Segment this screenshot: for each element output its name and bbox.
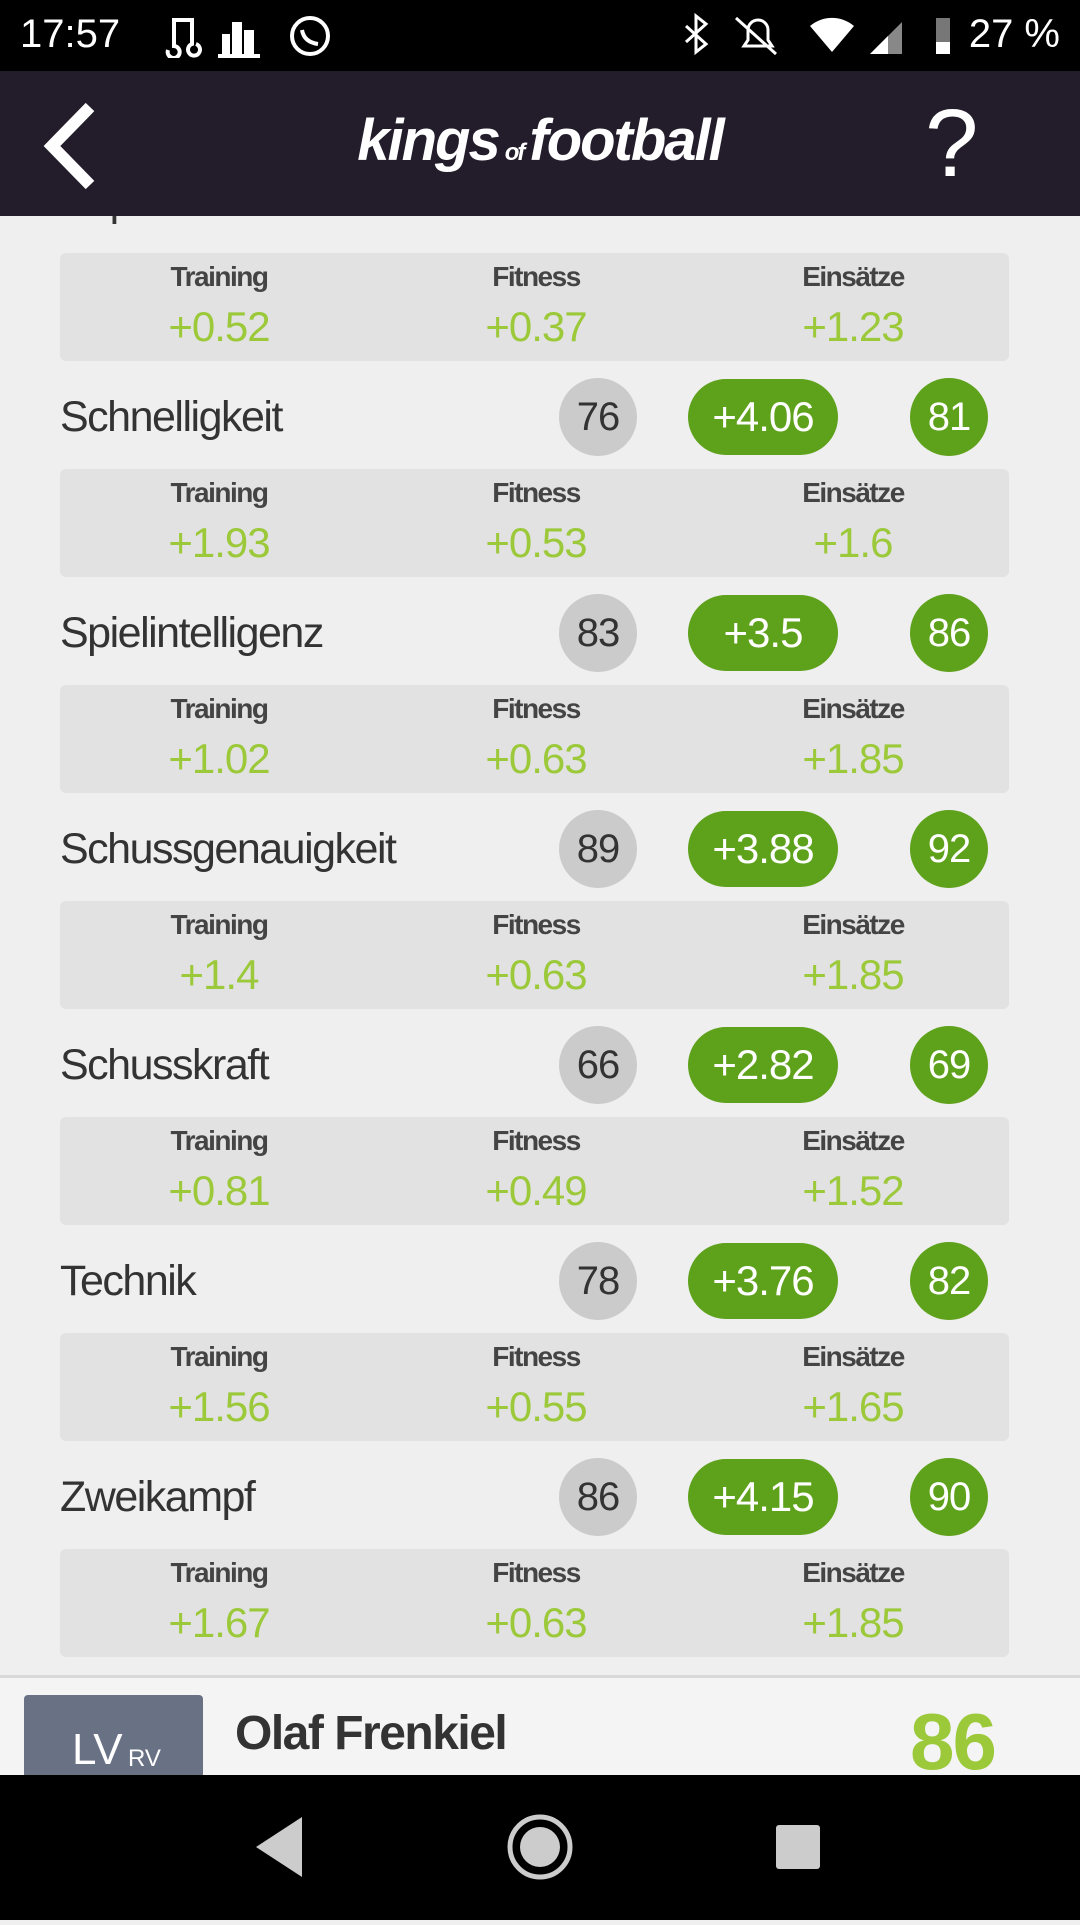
breakdown-box: Training +1.56 Fitness +0.55 Einsätze +1.65 xyxy=(60,1333,1009,1441)
logo-football: football xyxy=(529,108,724,173)
breakdown-value: +1.85 xyxy=(802,1599,904,1646)
attribute-name: Kopfball xyxy=(60,216,205,239)
attribute-name: Technik xyxy=(60,1257,197,1305)
breakdown-label: Training xyxy=(170,693,269,724)
breakdown-label: Einsätze xyxy=(802,693,905,724)
breakdown-value: +1.23 xyxy=(802,303,904,350)
base-value: 83 xyxy=(559,594,637,672)
status-icons xyxy=(165,16,330,58)
nav-bar xyxy=(0,1775,1080,1920)
gain-value: +3.5 xyxy=(688,595,838,671)
breakdown-box: Training +1.67 Fitness +0.63 Einsätze +1.85 xyxy=(60,1549,1009,1657)
breakdown-label: Training xyxy=(170,261,269,292)
nav-home[interactable] xyxy=(507,1814,573,1880)
breakdown-value: +0.81 xyxy=(168,1167,270,1214)
breakdown-label: Fitness xyxy=(492,1125,581,1156)
breakdown-value: +0.63 xyxy=(485,1599,587,1646)
gain-value: +3.76 xyxy=(688,1243,838,1319)
total-value: 81 xyxy=(910,378,988,456)
breakdown-value: +0.37 xyxy=(485,303,587,350)
breakdown-box: Training +0.81 Fitness +0.49 Einsätze +1.52 xyxy=(60,1117,1009,1225)
breakdown-value: +0.53 xyxy=(485,519,587,566)
breakdown-label: Training xyxy=(170,1341,269,1372)
breakdown-label: Einsätze xyxy=(802,261,905,292)
breakdown-value: +1.85 xyxy=(802,735,904,782)
position-badge: LV RV xyxy=(24,1695,203,1778)
base-value: 66 xyxy=(559,1026,637,1104)
logo-kings: kings xyxy=(357,108,500,173)
breakdown-label: Einsätze xyxy=(802,909,905,940)
breakdown-value: +1.6 xyxy=(813,519,894,566)
attribute-name: Schusskraft xyxy=(60,1041,270,1089)
status-bar: 17:57 27 % xyxy=(0,0,1080,71)
breakdown-label: Fitness xyxy=(492,909,581,940)
breakdown-label: Training xyxy=(170,1125,269,1156)
breakdown-value: +0.49 xyxy=(485,1167,587,1214)
total-value: 92 xyxy=(910,810,988,888)
breakdown-label: Einsätze xyxy=(802,1557,905,1588)
attribute-name: Schnelligkeit xyxy=(60,393,283,441)
breakdown-box: Training +1.93 Fitness +0.53 Einsätze +1.6 xyxy=(60,469,1009,577)
breakdown-value: +1.93 xyxy=(168,519,270,566)
app-header: kings of football ? xyxy=(0,71,1080,216)
breakdown-label: Training xyxy=(170,477,269,508)
logo: kings of football xyxy=(0,107,1080,174)
time: 17:57 xyxy=(20,12,121,56)
breakdown-value: +1.4 xyxy=(179,951,260,998)
secondary-position: RV xyxy=(128,1745,161,1772)
breakdown-label: Training xyxy=(170,909,269,940)
breakdown-label: Fitness xyxy=(492,693,581,724)
gain-value: +4.15 xyxy=(688,1459,838,1535)
breakdown-value: +1.65 xyxy=(802,1383,904,1430)
breakdown-box: Training +1.02 Fitness +0.63 Einsätze +1.85 xyxy=(60,685,1009,793)
breakdown-value: +0.55 xyxy=(485,1383,587,1430)
logo-of: of xyxy=(504,139,526,166)
breakdown-label: Fitness xyxy=(492,1557,581,1588)
base-value: 76 xyxy=(559,378,637,456)
total-value: 86 xyxy=(910,594,988,672)
breakdown-value: +1.67 xyxy=(168,1599,270,1646)
breakdown-value: +1.85 xyxy=(802,951,904,998)
gain-value: +4.06 xyxy=(688,379,838,455)
breakdown-value: +1.56 xyxy=(168,1383,270,1430)
position: LV xyxy=(72,1725,123,1774)
breakdown-label: Fitness xyxy=(492,477,581,508)
breakdown-value: +0.63 xyxy=(485,951,587,998)
player-row[interactable]: LV RV Olaf Frenkiel 86 xyxy=(0,1675,1080,1778)
breakdown-label: Training xyxy=(170,1557,269,1588)
attribute-list: Kopfball Training +0.52 Fitness +0.37 Einsätz… xyxy=(0,216,1080,1675)
attribute-name: Zweikampf xyxy=(60,1473,256,1521)
nav-recents[interactable] xyxy=(776,1825,820,1869)
breakdown-box: Training +0.52 Fitness +0.37 Einsätze +1.23 xyxy=(60,253,1009,361)
system-icons xyxy=(684,12,950,56)
breakdown-value: +0.63 xyxy=(485,735,587,782)
back-button[interactable] xyxy=(40,101,100,191)
breakdown-value: +1.52 xyxy=(802,1167,904,1214)
battery: 27 % xyxy=(968,12,1060,56)
nav-back[interactable] xyxy=(256,1817,302,1877)
total-value: 82 xyxy=(910,1242,988,1320)
gain-value: +2.82 xyxy=(688,1027,838,1103)
base-value: 86 xyxy=(559,1458,637,1536)
gain-value: +3.88 xyxy=(688,811,838,887)
breakdown-label: Fitness xyxy=(492,261,581,292)
attribute-name: Spielintelligenz xyxy=(60,609,324,657)
breakdown-label: Einsätze xyxy=(802,477,905,508)
attribute-name: Schussgenauigkeit xyxy=(60,825,397,873)
breakdown-value: +1.02 xyxy=(168,735,270,782)
nav-icons xyxy=(256,1814,820,1880)
total-value: 69 xyxy=(910,1026,988,1104)
breakdown-label: Fitness xyxy=(492,1341,581,1372)
breakdown-box: Training +1.4 Fitness +0.63 Einsätze +1.85 xyxy=(60,901,1009,1009)
breakdown-value: +0.52 xyxy=(168,303,270,350)
player-rating: 86 xyxy=(910,1697,997,1778)
base-value: 89 xyxy=(559,810,637,888)
breakdown-label: Einsätze xyxy=(802,1341,905,1372)
help-button[interactable]: ? xyxy=(925,90,979,197)
player-name: Olaf Frenkiel xyxy=(235,1707,508,1760)
breakdown-label: Einsätze xyxy=(802,1125,905,1156)
base-value: 78 xyxy=(559,1242,637,1320)
total-value: 90 xyxy=(910,1458,988,1536)
